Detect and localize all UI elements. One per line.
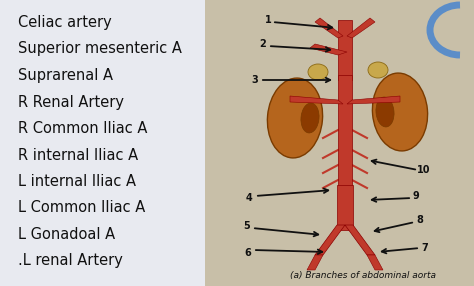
Text: 3: 3 bbox=[252, 75, 258, 85]
Text: Suprarenal A: Suprarenal A bbox=[18, 68, 113, 83]
Text: R Common Iliac A: R Common Iliac A bbox=[18, 121, 147, 136]
Text: Superior mesenteric A: Superior mesenteric A bbox=[18, 41, 182, 57]
Text: 6: 6 bbox=[245, 248, 251, 258]
Text: Celiac artery: Celiac artery bbox=[18, 15, 112, 30]
Text: 2: 2 bbox=[260, 39, 266, 49]
Text: 1: 1 bbox=[264, 15, 272, 25]
Ellipse shape bbox=[301, 103, 319, 133]
Polygon shape bbox=[315, 18, 343, 38]
Polygon shape bbox=[290, 96, 343, 104]
Text: L internal Iliac A: L internal Iliac A bbox=[18, 174, 136, 189]
Polygon shape bbox=[307, 255, 323, 270]
Bar bbox=[205, 0, 474, 286]
Ellipse shape bbox=[376, 97, 394, 127]
Text: 9: 9 bbox=[413, 191, 419, 201]
Polygon shape bbox=[337, 185, 353, 230]
Polygon shape bbox=[315, 225, 345, 255]
Text: R internal Iliac A: R internal Iliac A bbox=[18, 148, 138, 162]
Text: (a) Branches of abdominal aorta: (a) Branches of abdominal aorta bbox=[290, 271, 436, 280]
Polygon shape bbox=[347, 96, 400, 104]
Text: L Gonadoal A: L Gonadoal A bbox=[18, 227, 115, 242]
Ellipse shape bbox=[368, 62, 388, 78]
Polygon shape bbox=[338, 20, 352, 80]
Text: 7: 7 bbox=[422, 243, 428, 253]
Ellipse shape bbox=[308, 64, 328, 80]
Text: .L renal Artery: .L renal Artery bbox=[18, 253, 123, 269]
Polygon shape bbox=[345, 225, 375, 255]
Polygon shape bbox=[367, 255, 383, 270]
Polygon shape bbox=[310, 44, 347, 55]
Ellipse shape bbox=[373, 73, 428, 151]
Text: 10: 10 bbox=[417, 165, 431, 175]
Text: R Renal Artery: R Renal Artery bbox=[18, 94, 124, 110]
Text: 8: 8 bbox=[417, 215, 423, 225]
Polygon shape bbox=[347, 18, 375, 38]
Bar bbox=[0, 0, 205, 286]
Text: L Common Iliac A: L Common Iliac A bbox=[18, 200, 145, 215]
Polygon shape bbox=[338, 75, 352, 190]
Ellipse shape bbox=[267, 78, 323, 158]
Text: 4: 4 bbox=[246, 193, 252, 203]
Text: 5: 5 bbox=[244, 221, 250, 231]
